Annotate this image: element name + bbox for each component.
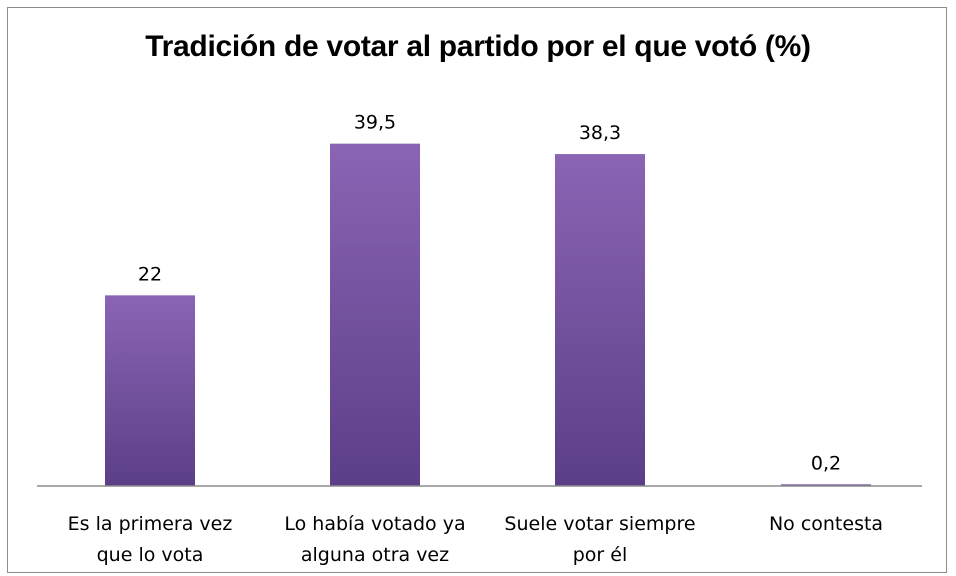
data-label-3: 0,2 — [811, 452, 841, 474]
category-label-0-line-0: Es la primera vez — [68, 513, 233, 535]
data-label-0: 22 — [138, 263, 162, 285]
bar-0 — [105, 295, 195, 486]
category-label-2-line-1: por él — [573, 544, 628, 566]
chart-title: Tradición de votar al partido por el que… — [145, 30, 811, 63]
category-label-2-line-0: Suele votar siempre — [504, 513, 695, 535]
category-label-1-line-1: alguna otra vez — [301, 544, 449, 566]
category-label-0-line-1: que lo vota — [97, 544, 204, 566]
data-label-1: 39,5 — [354, 112, 396, 134]
data-label-2: 38,3 — [579, 122, 621, 144]
category-label-3-line-0: No contesta — [769, 513, 883, 535]
data-labels-group: 22 39,5 38,3 0,2 — [138, 112, 841, 475]
bar-2 — [555, 154, 645, 487]
category-label-1-line-0: Lo había votado ya — [284, 513, 465, 535]
category-labels-group: Es la primera vez que lo vota Lo había vot… — [68, 513, 883, 566]
bar-3 — [781, 484, 871, 486]
bars-group — [105, 143, 871, 487]
bar-1 — [330, 143, 420, 486]
